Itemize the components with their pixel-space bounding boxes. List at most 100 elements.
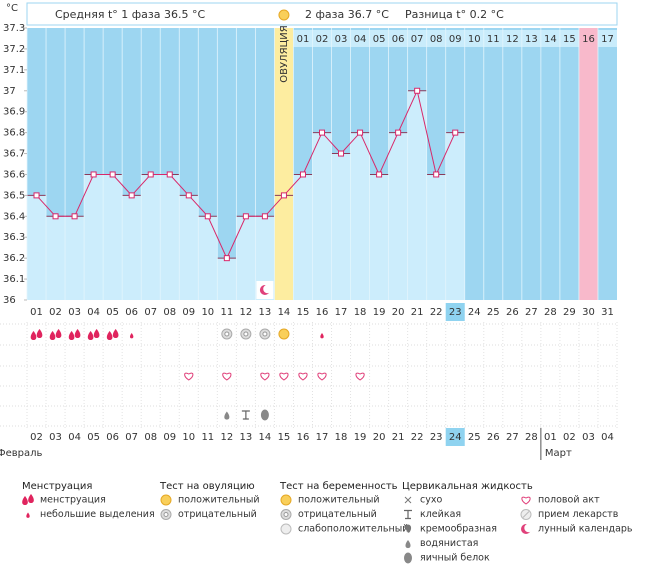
heavy-icon <box>49 329 62 340</box>
cycle-day: 16 <box>316 307 329 318</box>
date: 13 <box>240 432 253 443</box>
temp-point <box>280 192 287 199</box>
temp-point <box>147 171 154 178</box>
post-ovulation-day: 13 <box>525 34 538 45</box>
cycle-day: 17 <box>335 307 348 318</box>
legend-item: лунный календарь <box>538 524 633 535</box>
drop <box>30 331 37 340</box>
y-unit: °C <box>6 3 18 14</box>
heart-icon <box>298 372 308 381</box>
date: 03 <box>49 432 62 443</box>
circle <box>278 328 290 340</box>
legend-item: яичный белок <box>420 553 490 564</box>
temp-column <box>27 195 47 300</box>
negative-icon <box>160 509 172 520</box>
post-ovulation-day: 08 <box>430 34 443 45</box>
temp-point <box>242 213 249 220</box>
sticky <box>404 509 412 520</box>
date: 14 <box>259 432 272 443</box>
legend-title: Цервикальная жидкость <box>402 481 533 492</box>
date: 15 <box>278 432 291 443</box>
cycle-day: 20 <box>392 307 405 318</box>
temp-point <box>185 192 192 199</box>
light-icon <box>129 333 134 339</box>
y-tick-label: 36.7 <box>3 149 25 160</box>
legend-item: менструация <box>40 495 106 506</box>
circle <box>160 494 172 506</box>
heart <box>355 372 365 381</box>
moon-cut <box>263 284 272 294</box>
drop <box>36 329 43 338</box>
sticky-icon <box>404 509 412 520</box>
post-ovulation-day: 15 <box>563 34 576 45</box>
cycle-day: 14 <box>278 307 291 318</box>
egg_white-icon <box>260 409 269 421</box>
ovulation-column <box>274 28 294 300</box>
cycle-day: 27 <box>525 307 538 318</box>
cycle-day: 03 <box>68 307 81 318</box>
creamy <box>404 524 412 533</box>
ovulation-label: ОВУЛЯЦИЯ <box>279 25 290 83</box>
heart <box>222 372 232 381</box>
creamy-icon <box>404 524 412 533</box>
drop <box>129 333 134 339</box>
cycle-day: 29 <box>563 307 576 318</box>
drop <box>28 494 34 503</box>
positive-icon <box>160 494 172 506</box>
cycle-day: 10 <box>201 307 214 318</box>
phase2-band <box>293 30 617 47</box>
cycle-day: 01 <box>30 307 43 318</box>
cycle-day: 02 <box>49 307 62 318</box>
drop <box>106 331 113 340</box>
date: 16 <box>297 432 310 443</box>
cycle-day: 21 <box>411 307 424 318</box>
drop <box>68 331 75 340</box>
date: 07 <box>125 432 138 443</box>
drop <box>49 331 56 340</box>
ovulation-icon <box>278 9 290 21</box>
legend-item: кремообразная <box>420 524 497 535</box>
lunar-icon <box>521 523 533 534</box>
today-day-bg <box>445 303 465 321</box>
cycle-day: 08 <box>163 307 176 318</box>
temp-column <box>122 195 142 300</box>
negative-icon <box>280 509 292 520</box>
date: 06 <box>106 432 119 443</box>
circle <box>280 494 292 506</box>
negative-icon <box>221 328 233 340</box>
date: 21 <box>392 432 405 443</box>
cycle-day: 18 <box>354 307 367 318</box>
temp-point <box>90 171 97 178</box>
temp-column <box>293 174 313 300</box>
post-ovulation-day: 06 <box>392 34 405 45</box>
temp-column <box>407 90 427 301</box>
cycle-day: 12 <box>240 307 253 318</box>
legend-item: прием лекарств <box>538 509 619 520</box>
post-ovulation-day: 17 <box>601 34 614 45</box>
temp-column <box>65 216 85 300</box>
heart-icon <box>222 372 232 381</box>
circle <box>283 512 289 517</box>
dry-icon <box>404 496 412 504</box>
temp-point <box>357 129 364 136</box>
temp-column <box>426 174 446 300</box>
legend-item: отрицательный <box>178 509 257 520</box>
light-icon <box>320 333 324 339</box>
circle <box>224 331 230 337</box>
cycle-day: 11 <box>220 307 233 318</box>
temp-column <box>217 258 237 300</box>
drop <box>55 329 62 338</box>
temp-column <box>312 132 332 300</box>
heavy-icon <box>68 329 81 340</box>
drop <box>87 331 94 340</box>
sticky <box>241 410 250 420</box>
header-text: Разница t° 0.2 °C <box>405 8 504 21</box>
weak-icon <box>280 523 292 535</box>
temp-point <box>395 129 402 136</box>
temp-point <box>223 255 230 262</box>
legend-item: слабоположительный <box>298 524 408 535</box>
egg_white-icon <box>404 552 412 564</box>
date: 04 <box>68 432 81 443</box>
temp-point <box>33 192 40 199</box>
heavy-icon <box>87 329 100 340</box>
